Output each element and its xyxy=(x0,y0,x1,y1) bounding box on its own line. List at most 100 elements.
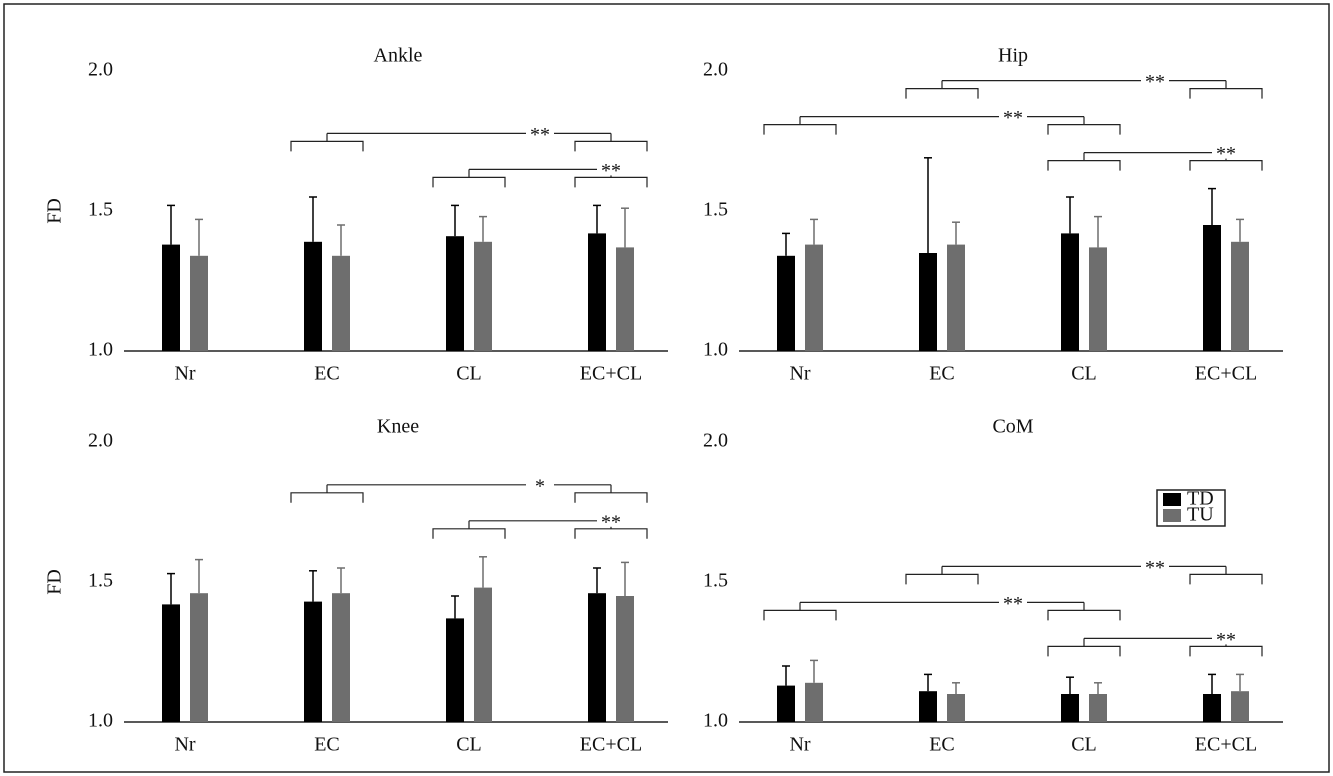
x-tick-label: CL xyxy=(1071,363,1097,385)
y-tick-label: 1.0 xyxy=(703,710,728,732)
error-bar xyxy=(810,218,818,245)
significance-bracket: * xyxy=(290,475,648,503)
bracket-group xyxy=(1047,152,1121,171)
significance-label: ** xyxy=(1145,71,1165,93)
bar xyxy=(777,255,795,351)
bar xyxy=(947,244,965,351)
error-bar xyxy=(309,196,317,242)
y-tick-label: 1.5 xyxy=(703,570,728,592)
significance-label: * xyxy=(535,475,545,497)
error-bar xyxy=(1236,218,1244,242)
bar xyxy=(805,244,823,351)
bracket-label-bg xyxy=(999,108,1027,123)
x-tick-label: CL xyxy=(1071,734,1097,756)
bracket-group xyxy=(290,133,364,152)
chart-title: Hip xyxy=(998,45,1028,67)
x-tick-label: Nr xyxy=(789,363,810,385)
bar xyxy=(446,618,464,722)
bar xyxy=(304,241,322,351)
significance-label: ** xyxy=(1216,143,1236,165)
x-tick-label: Nr xyxy=(174,363,195,385)
bar xyxy=(190,255,208,351)
y-tick-label: 2.0 xyxy=(88,430,113,452)
x-tick-label: EC xyxy=(929,363,955,385)
x-tick-label: EC+CL xyxy=(580,363,642,385)
error-bar xyxy=(167,572,175,605)
bar xyxy=(1203,694,1221,722)
x-tick-label: CL xyxy=(456,734,482,756)
significance-label: ** xyxy=(1145,557,1165,579)
bracket-group xyxy=(1047,638,1121,657)
bar xyxy=(332,255,350,351)
significance-bracket: ** xyxy=(763,107,1121,135)
error-bar xyxy=(337,567,345,594)
bar xyxy=(1203,225,1221,351)
error-bar xyxy=(479,556,487,588)
error-bar xyxy=(1094,682,1102,694)
x-tick-label: Nr xyxy=(789,734,810,756)
bar xyxy=(616,596,634,722)
bar xyxy=(919,691,937,722)
bracket-group xyxy=(574,133,648,152)
y-tick-label: 1.0 xyxy=(88,339,113,361)
error-bar xyxy=(1066,196,1074,234)
bracket-group xyxy=(432,520,506,539)
x-tick-label: EC xyxy=(314,363,340,385)
error-bar xyxy=(309,570,317,602)
error-bar xyxy=(1208,673,1216,694)
bracket-label-bg xyxy=(526,125,554,140)
bracket-group xyxy=(1189,80,1263,99)
error-bar xyxy=(195,558,203,594)
bracket-group xyxy=(574,484,648,503)
x-tick-label: EC xyxy=(929,734,955,756)
error-bar xyxy=(621,561,629,596)
bar xyxy=(777,685,795,722)
error-bar xyxy=(593,567,601,594)
bracket-group xyxy=(763,602,837,621)
error-bar xyxy=(451,204,459,237)
legend-swatch xyxy=(1163,509,1181,522)
y-tick-label: 2.0 xyxy=(703,430,728,452)
x-tick-label: Nr xyxy=(174,734,195,756)
error-bar xyxy=(924,157,932,253)
error-bar xyxy=(479,215,487,242)
error-bar xyxy=(451,595,459,619)
bar xyxy=(805,682,823,722)
bar xyxy=(446,236,464,351)
significance-bracket: ** xyxy=(763,593,1121,621)
x-tick-label: EC+CL xyxy=(580,734,642,756)
x-tick-label: EC+CL xyxy=(1195,734,1257,756)
significance-label: ** xyxy=(1003,107,1023,129)
legend-label: TU xyxy=(1187,504,1214,526)
legend-label: TD xyxy=(1187,488,1214,510)
significance-label: ** xyxy=(1003,593,1023,615)
bracket-label-bg xyxy=(1212,144,1240,159)
error-bar xyxy=(593,204,601,234)
y-tick-label: 1.0 xyxy=(703,339,728,361)
error-bar xyxy=(195,218,203,256)
error-bar xyxy=(952,221,960,245)
significance-bracket: ** xyxy=(290,124,648,152)
bracket-group xyxy=(905,566,979,585)
bracket-group xyxy=(1047,116,1121,135)
bar xyxy=(919,253,937,351)
bar xyxy=(588,233,606,351)
significance-bracket: ** xyxy=(905,557,1263,585)
bar xyxy=(1061,694,1079,722)
bracket-group xyxy=(1189,566,1263,585)
y-tick-label: 2.0 xyxy=(703,59,728,81)
chart-title: CoM xyxy=(992,416,1033,438)
significance-bracket: ** xyxy=(905,71,1263,99)
bar xyxy=(1089,247,1107,351)
bracket-label-bg xyxy=(1212,630,1240,645)
bracket-group xyxy=(1047,602,1121,621)
bracket-group xyxy=(290,484,364,503)
error-bar xyxy=(782,232,790,256)
error-bar xyxy=(167,204,175,245)
bar xyxy=(332,593,350,722)
chart-title: Ankle xyxy=(374,45,423,67)
bracket-label-bg xyxy=(526,476,554,491)
bracket-label-bg xyxy=(597,161,625,176)
figure-border xyxy=(3,3,1330,773)
